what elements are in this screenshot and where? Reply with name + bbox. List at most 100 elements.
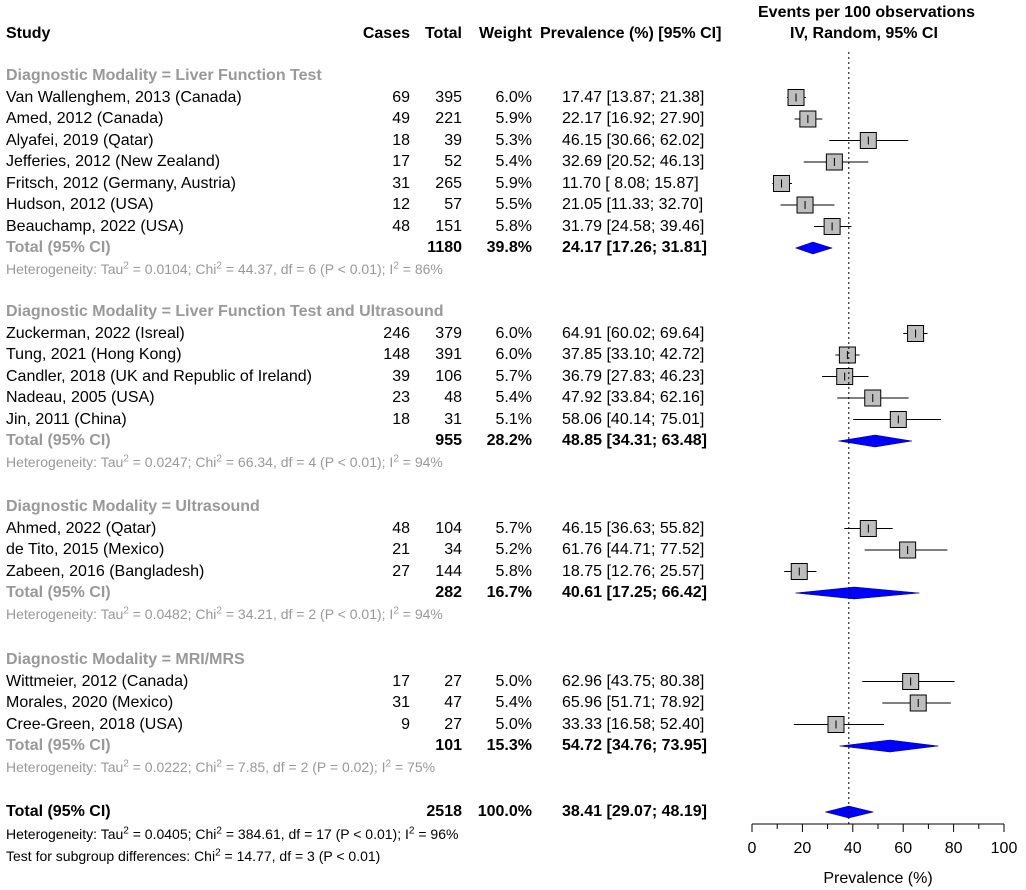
header-study: Study (6, 25, 51, 42)
study-cases: 18 (392, 131, 410, 149)
study-ci: 17.47 [13.87; 21.38] (562, 88, 705, 106)
study-ci: 33.33 [16.58; 52.40] (562, 715, 705, 733)
header-cases: Cases (362, 25, 410, 42)
study-total: 391 (435, 346, 462, 363)
study-cases: 18 (392, 410, 410, 428)
study-ci: 65.96 [51.71; 78.92] (562, 694, 705, 711)
study-cases: 31 (392, 174, 410, 192)
study-weight: 5.9% (495, 110, 532, 127)
study-name: Amed, 2012 (Canada) (6, 110, 164, 127)
study-weight: 5.1% (495, 410, 532, 428)
study-weight: 5.4% (495, 389, 532, 406)
study-weight: 5.3% (495, 131, 532, 149)
study-total: 151 (435, 217, 462, 235)
x-tick-label: 100 (991, 840, 1018, 857)
subgroup-total-weight: 15.3% (486, 737, 532, 754)
subgroup-label: Diagnostic Modality = Liver Function Tes… (6, 67, 322, 84)
study-total: 104 (435, 519, 462, 537)
study-name: Candler, 2018 (UK and Republic of Irelan… (6, 367, 312, 385)
study-cases: 48 (392, 217, 410, 235)
study-weight: 6.0% (495, 88, 532, 106)
subgroup-total-n: 955 (435, 432, 462, 449)
study-total: 265 (435, 174, 462, 192)
study-ci: 46.15 [36.63; 55.82] (562, 519, 705, 537)
subgroup-label: Diagnostic Modality = Ultrasound (6, 498, 260, 515)
study-name: Zuckerman, 2022 (Isreal) (6, 324, 185, 342)
subgroup-heterogeneity: Heterogeneity: Tau2 = 0.0104; Chi2 = 44.… (6, 260, 443, 277)
study-cases: 69 (392, 88, 410, 106)
study-name: Cree-Green, 2018 (USA) (6, 715, 183, 733)
study-total: 144 (435, 562, 462, 580)
study-ci: 21.05 [11.33; 32.70] (562, 196, 704, 213)
study-weight: 5.7% (495, 367, 532, 385)
study-ci: 37.85 [33.10; 42.72] (562, 346, 705, 363)
subgroup-label: Diagnostic Modality = Liver Function Tes… (6, 303, 444, 320)
subgroup-heterogeneity: Heterogeneity: Tau2 = 0.0247; Chi2 = 66.… (6, 453, 443, 470)
plot-title: Events per 100 observations (758, 4, 975, 21)
study-ci: 61.76 [44.71; 77.52] (562, 541, 705, 558)
study-weight: 5.0% (495, 672, 532, 690)
study-cases: 148 (383, 346, 410, 363)
subgroup-total-ci: 24.17 [17.26; 31.81] (562, 239, 707, 256)
study-ci: 32.69 [20.52; 46.13] (562, 153, 705, 170)
study-total: 27 (444, 672, 462, 690)
study-weight: 5.4% (495, 694, 532, 711)
study-cases: 48 (392, 519, 410, 537)
study-name: Tung, 2021 (Hong Kong) (6, 346, 182, 363)
study-name: Jefferies, 2012 (New Zealand) (6, 153, 221, 170)
study-cases: 49 (392, 110, 410, 127)
study-weight: 5.8% (495, 217, 532, 235)
subgroup-total-label: Total (95% CI) (6, 584, 111, 601)
study-weight: 5.0% (495, 715, 532, 733)
study-ci: 64.91 [60.02; 69.64] (562, 324, 705, 342)
study-cases: 31 (392, 694, 410, 711)
study-ci: 31.79 [24.58; 39.46] (562, 217, 705, 235)
pooled-diamond (839, 739, 939, 753)
subgroup-differences-test: Test for subgroup differences: Chi2 = 14… (6, 847, 381, 864)
study-cases: 27 (392, 562, 410, 580)
plot-subtitle: IV, Random, 95% CI (790, 25, 938, 42)
study-cases: 12 (392, 196, 410, 213)
study-weight: 5.5% (495, 196, 532, 213)
subgroup-label: Diagnostic Modality = MRI/MRS (6, 651, 245, 668)
study-cases: 39 (392, 367, 410, 385)
study-weight: 6.0% (495, 346, 532, 363)
pooled-diamond (795, 586, 920, 600)
study-ci: 58.06 [40.14; 75.01] (562, 410, 705, 428)
subgroup-total-label: Total (95% CI) (6, 737, 111, 754)
study-total: 106 (435, 367, 462, 385)
subgroup-heterogeneity: Heterogeneity: Tau2 = 0.0222; Chi2 = 7.8… (6, 758, 436, 775)
study-total: 27 (444, 715, 462, 733)
study-total: 395 (435, 88, 462, 106)
x-tick-label: 0 (748, 840, 757, 857)
subgroup-total-n: 282 (435, 584, 462, 601)
study-weight: 6.0% (495, 324, 532, 342)
study-cases: 9 (401, 715, 410, 733)
header-total: Total (424, 25, 462, 42)
overall-total-ci: 38.41 [29.07; 48.19] (562, 803, 707, 820)
study-cases: 23 (392, 389, 410, 406)
study-name: Van Wallenghem, 2013 (Canada) (6, 88, 242, 106)
study-name: Jin, 2011 (China) (6, 410, 127, 428)
overall-total-n: 2518 (426, 803, 462, 820)
x-tick-label: 20 (794, 840, 812, 857)
study-name: Beauchamp, 2022 (USA) (6, 217, 184, 235)
subgroup-total-ci: 54.72 [34.76; 73.95] (562, 737, 707, 754)
study-ci: 46.15 [30.66; 62.02] (562, 131, 705, 149)
x-axis-label: Prevalence (%) (823, 870, 932, 887)
x-tick-label: 80 (945, 840, 963, 857)
study-name: Hudson, 2012 (USA) (6, 196, 154, 213)
x-tick-label: 40 (844, 840, 862, 857)
study-cases: 21 (392, 541, 410, 558)
study-total: 34 (444, 541, 462, 558)
study-total: 48 (444, 389, 462, 406)
study-name: Nadeau, 2005 (USA) (6, 389, 155, 406)
study-total: 31 (444, 410, 462, 428)
pooled-diamond (838, 434, 913, 448)
study-weight: 5.4% (495, 153, 532, 170)
overall-total-weight: 100.0% (477, 803, 532, 820)
header-weight: Weight (478, 25, 532, 42)
subgroup-total-ci: 40.61 [17.25; 66.42] (562, 584, 707, 601)
